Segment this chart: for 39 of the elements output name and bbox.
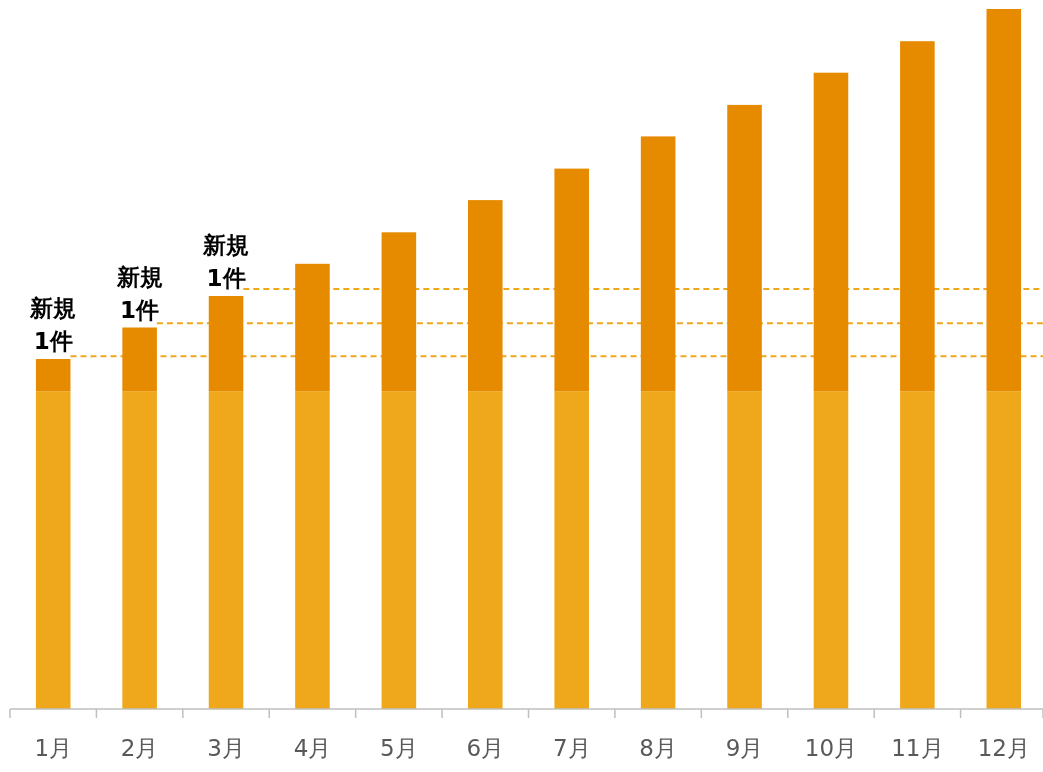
x-tick-label: 11月 [891, 735, 944, 761]
bar [35, 391, 71, 709]
x-tick-label: 12月 [977, 735, 1030, 761]
bar [295, 391, 330, 709]
bar [727, 104, 762, 392]
x-tick-label: 3月 [207, 735, 245, 761]
bar [986, 9, 1022, 392]
annotation: 新規 1件 [29, 295, 77, 354]
annotation: 新規 1件 [115, 263, 163, 323]
x-tick-label: 5月 [380, 735, 418, 761]
bar [208, 391, 244, 709]
x-tick-label: 10月 [804, 735, 858, 761]
bar [122, 327, 157, 392]
x-tick-label: 6月 [466, 735, 505, 761]
bar [640, 136, 676, 392]
bar [554, 391, 589, 709]
x-tick-label: 8月 [639, 735, 677, 761]
bar [35, 359, 71, 392]
bar [813, 391, 849, 709]
bar [640, 391, 676, 709]
annotation: 新規 1件 [202, 232, 250, 291]
x-tick-label: 4月 [293, 735, 332, 761]
bar [208, 296, 244, 392]
bar [986, 391, 1022, 709]
bar [727, 391, 762, 709]
bar [381, 391, 417, 709]
bar [468, 391, 503, 709]
x-tick-label: 1月 [34, 735, 73, 761]
x-tick-label: 9月 [725, 735, 764, 761]
bar [122, 391, 157, 709]
bar [295, 263, 330, 392]
bar [554, 168, 589, 392]
bar [813, 72, 849, 392]
x-tick-label: 2月 [120, 735, 159, 761]
bar [900, 41, 935, 392]
bar [468, 200, 503, 392]
x-tick-label: 7月 [552, 735, 591, 761]
bar [381, 232, 417, 392]
bar [900, 391, 935, 709]
